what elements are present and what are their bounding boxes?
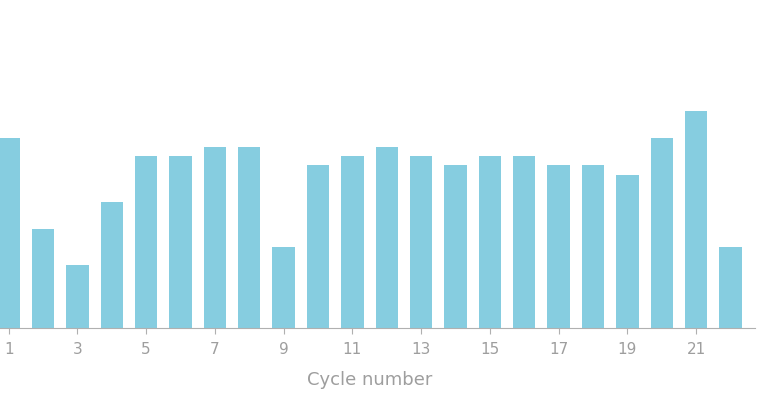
Bar <box>410 156 432 328</box>
Bar <box>66 265 89 328</box>
Bar <box>719 247 742 328</box>
Bar <box>479 156 501 328</box>
Bar <box>169 156 192 328</box>
Bar <box>307 166 330 328</box>
X-axis label: Cycle number: Cycle number <box>307 371 432 389</box>
Bar <box>135 156 157 328</box>
Bar <box>0 138 20 328</box>
Bar <box>616 174 638 328</box>
Bar <box>444 166 467 328</box>
Bar <box>204 148 226 328</box>
Bar <box>273 247 295 328</box>
Bar <box>685 111 708 328</box>
Bar <box>341 156 363 328</box>
Bar <box>651 138 673 328</box>
Bar <box>376 148 398 328</box>
Bar <box>32 229 54 328</box>
Bar <box>238 148 260 328</box>
Bar <box>101 202 123 328</box>
Bar <box>513 156 535 328</box>
Bar <box>582 166 604 328</box>
Bar <box>547 166 570 328</box>
